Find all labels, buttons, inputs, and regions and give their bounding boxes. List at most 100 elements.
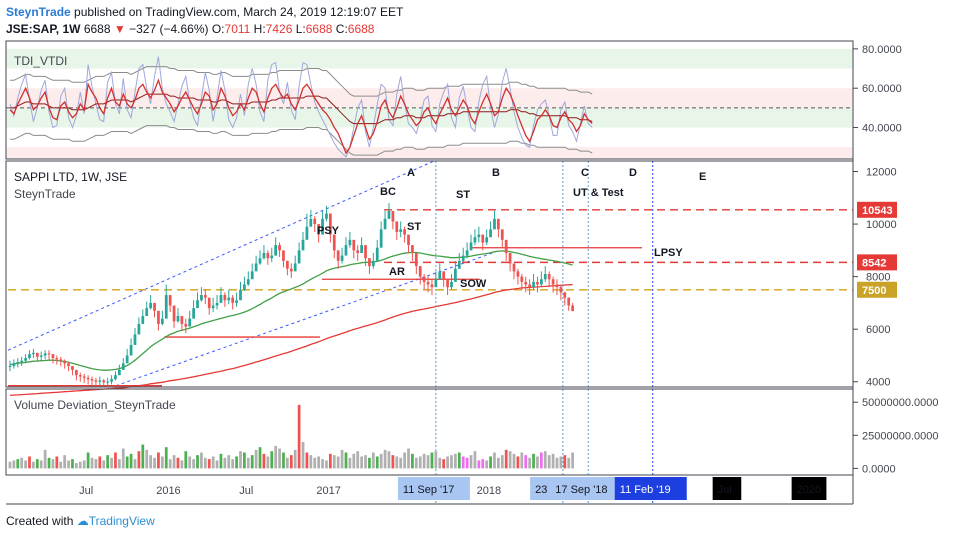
candle-body[interactable] bbox=[203, 295, 207, 298]
volume-bar[interactable] bbox=[188, 456, 192, 469]
volume-bar[interactable] bbox=[184, 451, 188, 469]
volume-bar[interactable] bbox=[301, 441, 305, 469]
candle-body[interactable] bbox=[262, 252, 266, 259]
volume-bar[interactable] bbox=[110, 457, 113, 469]
volume-bar[interactable] bbox=[305, 452, 309, 469]
candle-body[interactable] bbox=[313, 218, 317, 225]
volume-bar[interactable] bbox=[379, 453, 383, 469]
candle-body[interactable] bbox=[282, 250, 285, 261]
tradingview-brand[interactable]: TradingView bbox=[88, 514, 155, 528]
candle-body[interactable] bbox=[164, 295, 168, 319]
volume-bar[interactable] bbox=[274, 445, 278, 469]
candle-body[interactable] bbox=[227, 297, 231, 301]
candle-body[interactable] bbox=[172, 305, 176, 322]
volume-bar[interactable] bbox=[55, 456, 59, 469]
volume-bar[interactable] bbox=[438, 457, 442, 469]
candle-body[interactable] bbox=[321, 218, 324, 235]
candle-body[interactable] bbox=[94, 380, 98, 382]
candle-body[interactable] bbox=[114, 375, 117, 380]
volume-bar[interactable] bbox=[47, 457, 51, 469]
volume-bar[interactable] bbox=[524, 455, 528, 469]
volume-bar[interactable] bbox=[516, 456, 520, 469]
volume-bar[interactable] bbox=[114, 452, 117, 469]
volume-bar[interactable] bbox=[430, 452, 434, 469]
candle-body[interactable] bbox=[403, 229, 406, 235]
candle-body[interactable] bbox=[469, 242, 473, 251]
volume-bar[interactable] bbox=[395, 456, 399, 469]
volume-bar[interactable] bbox=[567, 457, 571, 469]
volume-bar[interactable] bbox=[117, 459, 121, 469]
volume-bar[interactable] bbox=[67, 460, 70, 469]
volume-bar[interactable] bbox=[500, 455, 504, 469]
volume-bar[interactable] bbox=[571, 452, 574, 469]
volume-bar[interactable] bbox=[51, 459, 55, 469]
volume-bar[interactable] bbox=[461, 456, 465, 469]
volume-bar[interactable] bbox=[364, 455, 367, 469]
candle-body[interactable] bbox=[297, 250, 301, 264]
candle-body[interactable] bbox=[399, 229, 403, 232]
candle-body[interactable] bbox=[207, 297, 211, 309]
volume-bar[interactable] bbox=[270, 451, 274, 469]
candle-body[interactable] bbox=[567, 297, 571, 306]
candle-body[interactable] bbox=[289, 268, 293, 272]
candle-body[interactable] bbox=[473, 237, 477, 243]
volume-bar[interactable] bbox=[539, 452, 543, 469]
candle-body[interactable] bbox=[457, 260, 461, 269]
candle-body[interactable] bbox=[200, 295, 203, 301]
volume-bar[interactable] bbox=[399, 457, 403, 469]
candle-body[interactable] bbox=[524, 281, 528, 285]
candle-body[interactable] bbox=[243, 284, 246, 290]
candle-body[interactable] bbox=[137, 323, 141, 335]
candle-body[interactable] bbox=[407, 234, 410, 246]
volume-bar[interactable] bbox=[16, 459, 20, 469]
candle-body[interactable] bbox=[211, 305, 215, 309]
volume-bar[interactable] bbox=[454, 453, 457, 469]
volume-bar[interactable] bbox=[442, 459, 446, 469]
volume-bar[interactable] bbox=[528, 457, 532, 469]
volume-bar[interactable] bbox=[168, 459, 172, 469]
volume-bar[interactable] bbox=[192, 459, 195, 469]
volume-bar[interactable] bbox=[512, 453, 516, 469]
candle-body[interactable] bbox=[539, 279, 543, 285]
candle-body[interactable] bbox=[325, 213, 328, 219]
candle-body[interactable] bbox=[250, 271, 254, 280]
candle-body[interactable] bbox=[477, 234, 481, 238]
volume-bar[interactable] bbox=[360, 456, 363, 469]
volume-bar[interactable] bbox=[289, 455, 293, 469]
volume-bar[interactable] bbox=[258, 447, 262, 469]
candle-body[interactable] bbox=[24, 358, 27, 361]
volume-bar[interactable] bbox=[215, 460, 219, 469]
volume-bar[interactable] bbox=[141, 444, 145, 469]
volume-bar[interactable] bbox=[325, 460, 328, 469]
candle-body[interactable] bbox=[379, 229, 383, 248]
volume-bar[interactable] bbox=[387, 451, 391, 469]
volume-bar[interactable] bbox=[164, 447, 168, 469]
volume-bar[interactable] bbox=[446, 456, 449, 469]
volume-bar[interactable] bbox=[243, 452, 246, 469]
candle-body[interactable] bbox=[461, 255, 465, 261]
volume-bar[interactable] bbox=[485, 460, 489, 469]
volume-bar[interactable] bbox=[86, 452, 90, 469]
volume-bar[interactable] bbox=[297, 404, 301, 469]
candle-body[interactable] bbox=[278, 245, 281, 251]
candle-body[interactable] bbox=[489, 229, 492, 238]
volume-bar[interactable] bbox=[403, 452, 406, 469]
candle-body[interactable] bbox=[160, 318, 164, 324]
candle-body[interactable] bbox=[551, 279, 555, 285]
candle-body[interactable] bbox=[55, 358, 59, 360]
candle-body[interactable] bbox=[516, 271, 520, 277]
volume-bar[interactable] bbox=[489, 456, 492, 469]
volume-bar[interactable] bbox=[153, 457, 156, 469]
volume-bar[interactable] bbox=[450, 455, 453, 469]
volume-bar[interactable] bbox=[551, 453, 555, 469]
candle-body[interactable] bbox=[67, 363, 70, 366]
candle-body[interactable] bbox=[450, 281, 453, 288]
volume-bar[interactable] bbox=[563, 455, 567, 469]
volume-bar[interactable] bbox=[43, 449, 47, 469]
volume-bar[interactable] bbox=[8, 461, 12, 469]
candle-body[interactable] bbox=[497, 218, 500, 230]
candle-body[interactable] bbox=[219, 295, 223, 303]
volume-bar[interactable] bbox=[493, 452, 496, 469]
volume-bar[interactable] bbox=[262, 453, 266, 469]
candle-body[interactable] bbox=[414, 252, 418, 267]
